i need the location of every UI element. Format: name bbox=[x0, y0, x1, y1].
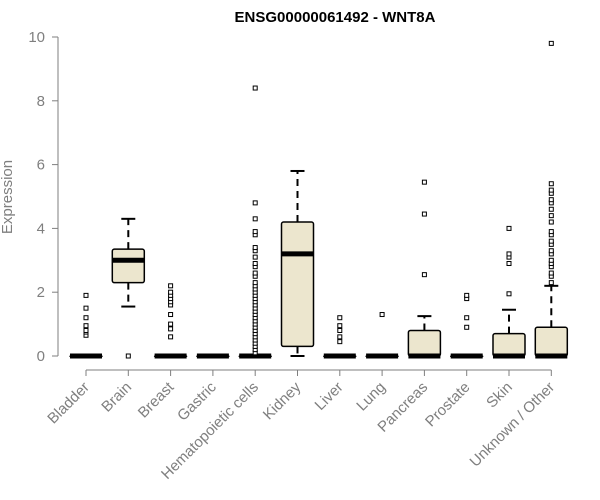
box-breast bbox=[153, 283, 188, 359]
box-bladder bbox=[69, 292, 103, 359]
outlier-point bbox=[337, 334, 343, 340]
box-brain bbox=[111, 217, 146, 359]
outlier-point bbox=[464, 324, 470, 330]
x-tick-label: Prostate bbox=[422, 379, 474, 431]
y-tick-label: 6 bbox=[37, 157, 45, 174]
outlier-point bbox=[421, 211, 427, 217]
outlier-point bbox=[252, 245, 258, 251]
outlier-point bbox=[83, 315, 89, 321]
chart-title: ENSG00000061492 - WNT8A bbox=[235, 9, 436, 26]
outlier-point bbox=[548, 238, 554, 244]
outlier-point bbox=[168, 321, 174, 327]
outlier-point bbox=[83, 327, 89, 333]
outlier-point bbox=[506, 260, 512, 266]
outlier-point bbox=[548, 280, 554, 286]
outlier-point bbox=[337, 339, 343, 345]
outlier-point bbox=[548, 187, 554, 193]
box-prostate bbox=[449, 292, 484, 359]
outlier-point bbox=[337, 327, 343, 333]
x-tick-label: Kidney bbox=[260, 378, 305, 423]
box-hematopoietic-cells bbox=[238, 85, 272, 359]
box-iqr bbox=[492, 332, 526, 357]
outlier-point bbox=[252, 200, 258, 206]
outlier-point bbox=[168, 283, 174, 289]
y-tick-label: 8 bbox=[37, 93, 45, 110]
outlier-point bbox=[548, 270, 554, 276]
outlier-point bbox=[168, 326, 174, 332]
outlier-point bbox=[252, 254, 258, 260]
y-tick-label: 2 bbox=[37, 284, 45, 301]
outlier-point bbox=[83, 292, 89, 298]
outlier-point bbox=[464, 315, 470, 321]
outlier-point bbox=[548, 219, 554, 225]
outlier-point bbox=[168, 312, 174, 318]
y-tick-label: 10 bbox=[28, 29, 45, 46]
y-axis: 0 2 4 6 8 10 bbox=[28, 29, 59, 365]
outlier-point bbox=[548, 206, 554, 212]
box-kidney bbox=[280, 169, 315, 357]
outlier-point bbox=[421, 179, 427, 185]
box-unknown-other bbox=[534, 40, 569, 359]
outlier-point bbox=[252, 280, 258, 286]
box-lung bbox=[365, 312, 399, 359]
box-pancreas bbox=[407, 179, 442, 359]
outlier-point bbox=[421, 272, 427, 278]
outlier-point bbox=[548, 213, 554, 219]
outlier-point bbox=[548, 181, 554, 187]
y-tick-label: 4 bbox=[37, 220, 45, 237]
outlier-point bbox=[252, 260, 258, 266]
box-iqr bbox=[280, 221, 315, 348]
outlier-point bbox=[337, 315, 343, 321]
outlier-point bbox=[548, 248, 554, 254]
x-tick-label: Brain bbox=[98, 379, 135, 416]
outlier-point bbox=[83, 323, 89, 329]
outlier-point bbox=[548, 197, 554, 203]
outlier-point bbox=[506, 291, 512, 297]
outlier-point bbox=[252, 229, 258, 235]
x-tick-label: Bladder bbox=[44, 379, 93, 428]
outlier-point bbox=[548, 257, 554, 263]
x-tick-label: Breast bbox=[135, 378, 178, 421]
outlier-point bbox=[337, 323, 343, 329]
outlier-point bbox=[548, 229, 554, 235]
x-tick-label: Skin bbox=[483, 379, 516, 412]
outlier-point bbox=[83, 305, 89, 311]
box-gastric bbox=[196, 353, 230, 359]
outlier-point bbox=[252, 216, 258, 222]
outlier-point bbox=[168, 289, 174, 295]
box-liver bbox=[323, 315, 357, 359]
outlier-point bbox=[252, 270, 258, 276]
y-axis-label: Expression bbox=[0, 160, 16, 234]
outlier-point bbox=[506, 251, 512, 257]
box-iqr bbox=[407, 329, 442, 357]
x-tick-label: Lung bbox=[353, 379, 389, 415]
x-tick-label: Liver bbox=[312, 379, 347, 414]
box-iqr bbox=[534, 326, 569, 357]
box-series bbox=[69, 40, 569, 359]
box-skin bbox=[492, 225, 526, 359]
outlier-point bbox=[379, 312, 385, 318]
outlier-point bbox=[506, 225, 512, 231]
outlier-point bbox=[252, 85, 258, 91]
outlier-point bbox=[548, 40, 554, 46]
outlier-point bbox=[168, 334, 174, 340]
box-iqr bbox=[111, 248, 146, 284]
y-tick-label: 0 bbox=[37, 348, 45, 365]
outlier-point bbox=[125, 353, 131, 359]
outlier-point bbox=[464, 292, 470, 298]
